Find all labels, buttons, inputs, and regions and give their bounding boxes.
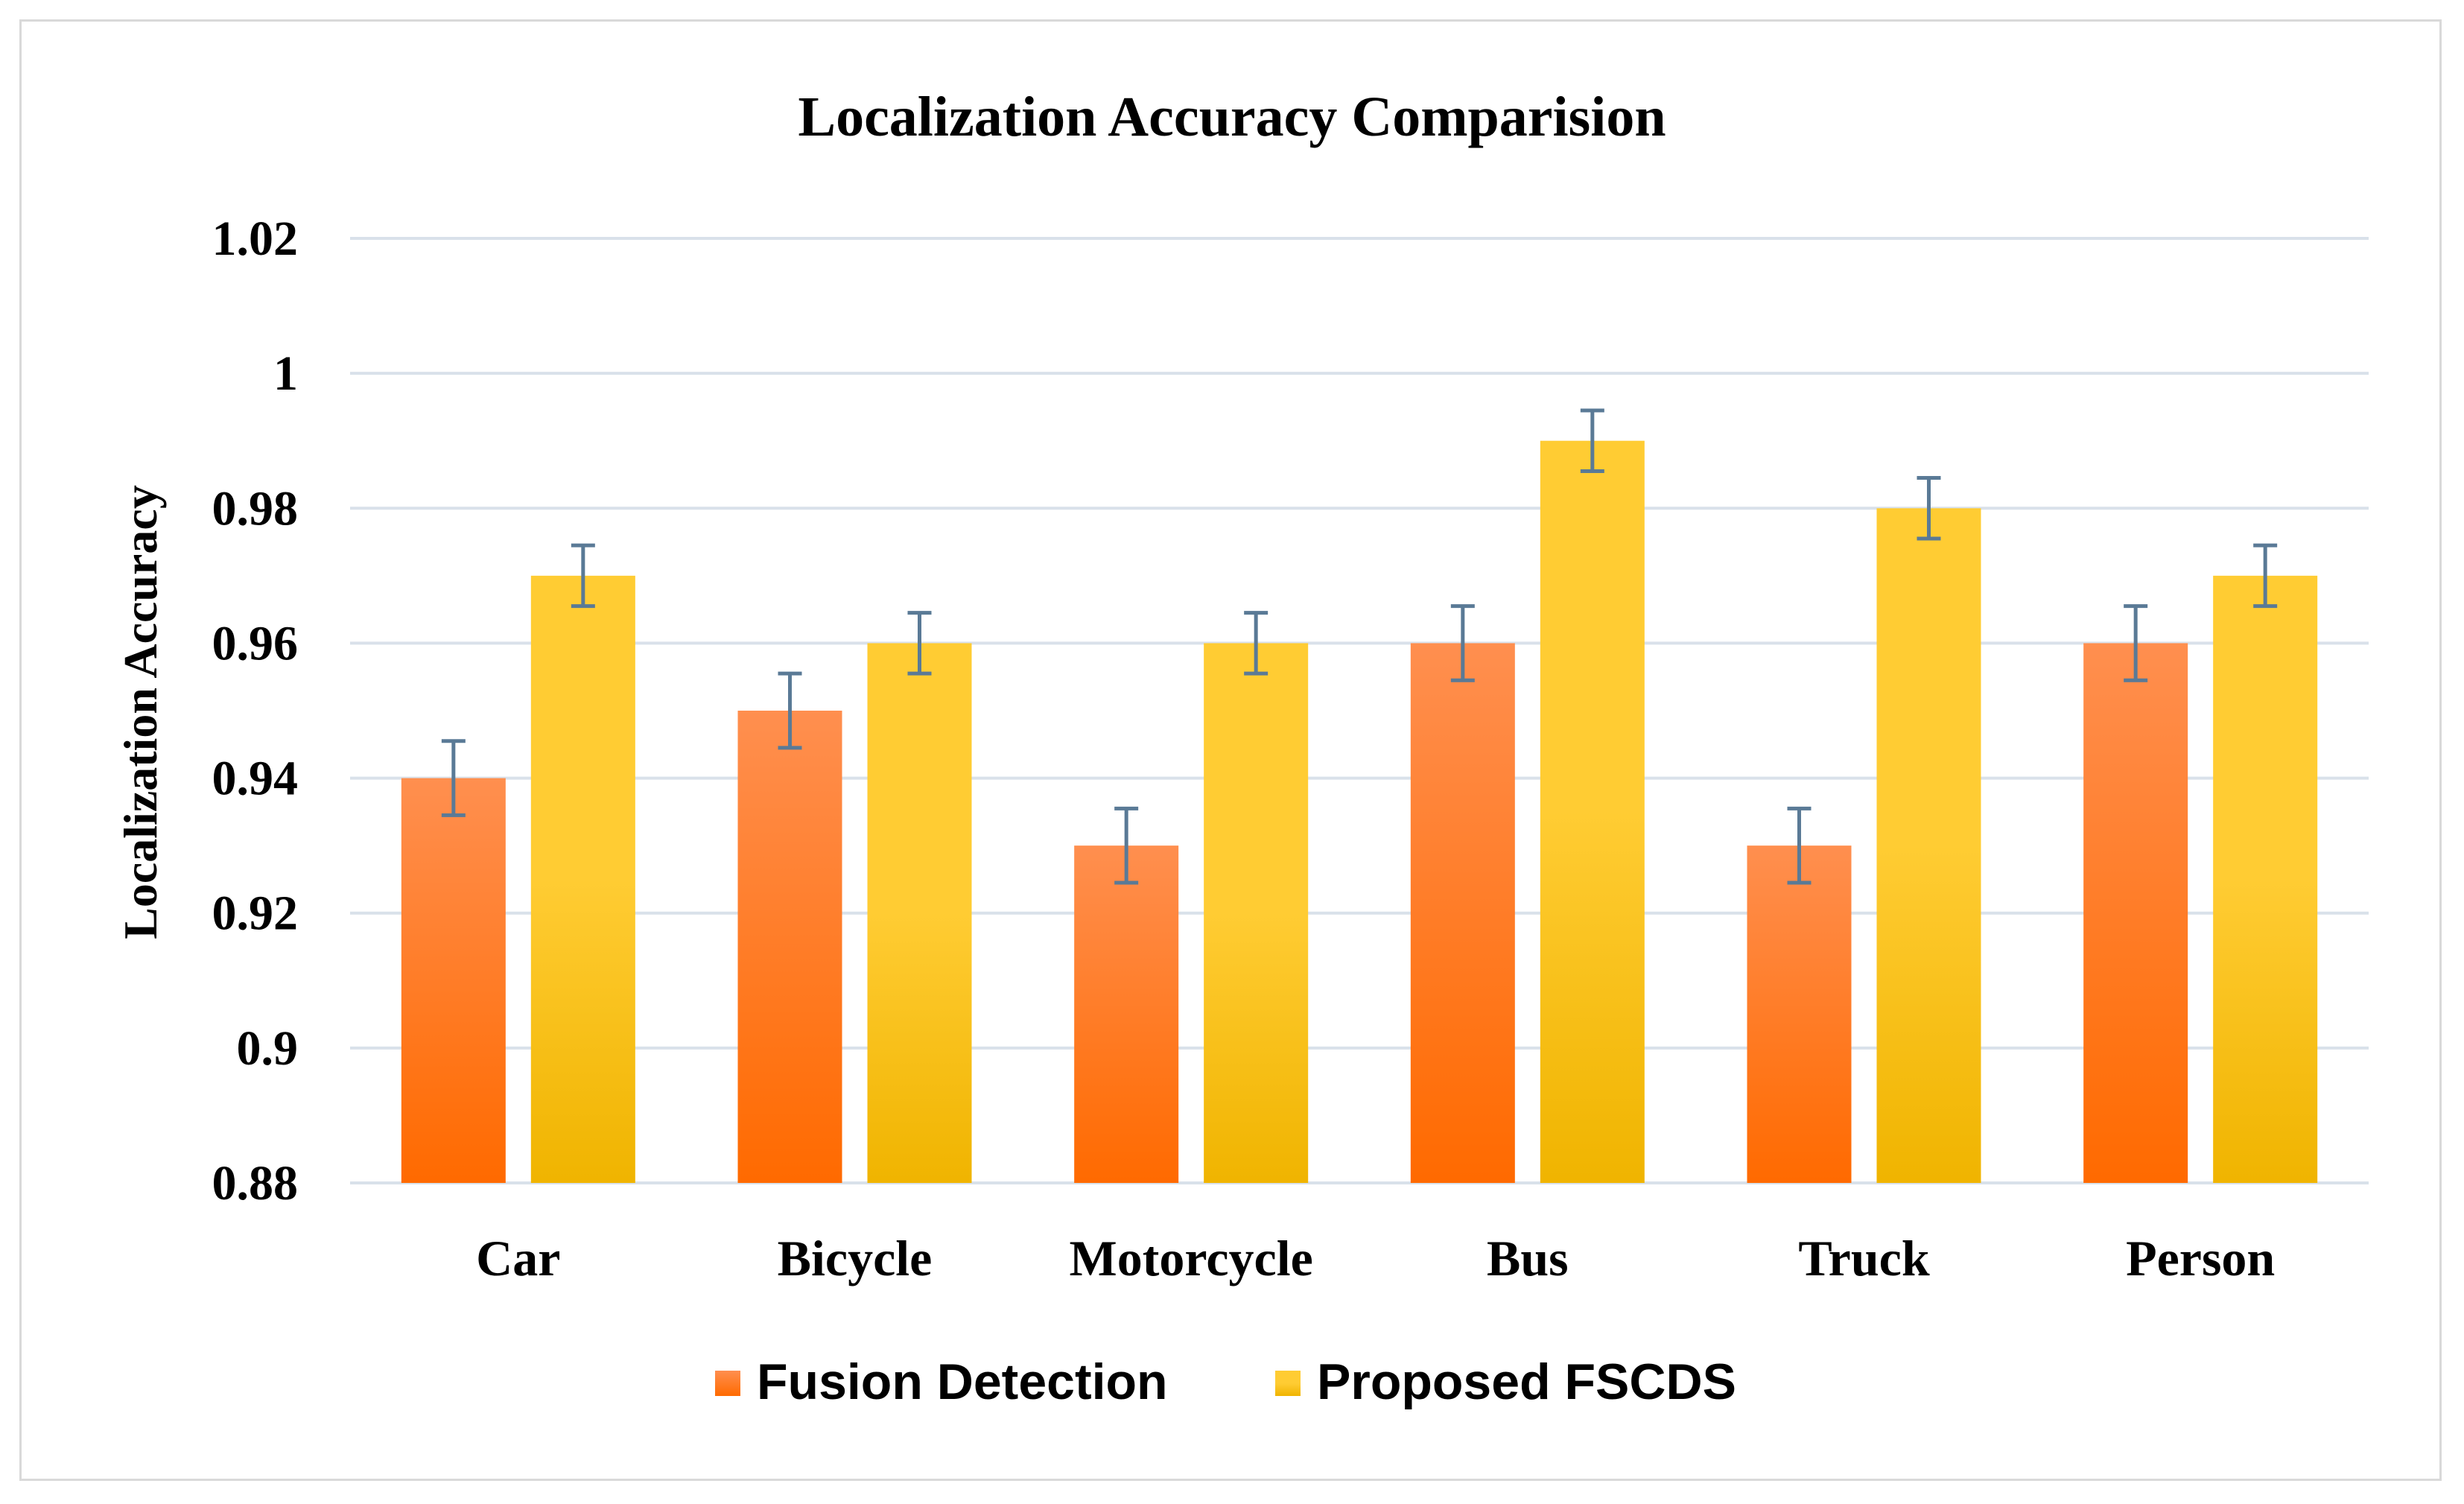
x-tick-label-bicycle: Bicycle (778, 1230, 933, 1286)
y-tick-label: 0.96 (212, 616, 299, 670)
x-tick-label-person: Person (2126, 1230, 2275, 1286)
y-tick-label: 0.88 (212, 1156, 299, 1211)
bar-proposed-fscds-truck (1876, 508, 1981, 1183)
error-bar-fusion-detection-car (441, 739, 466, 817)
y-tick-labels: 0.88 0.9 0.92 0.94 0.96 0.98 1 1.02 (212, 212, 299, 1211)
grid-layer (350, 237, 2369, 1184)
bar-fusion-detection-truck (1747, 845, 1852, 1183)
y-tick-label: 0.92 (212, 886, 299, 941)
bar-proposed-fscds-person (2213, 575, 2318, 1183)
legend-label-fusion-detection: Fusion Detection (757, 1354, 1168, 1410)
error-bar-layer (441, 408, 2278, 885)
y-axis-label: Localization Accuracy (114, 485, 167, 939)
bar-fusion-detection-car (401, 778, 506, 1183)
bar-proposed-fscds-bus (1540, 440, 1645, 1183)
error-bar-fusion-detection-bicycle (778, 671, 802, 750)
x-tick-labels: Car Bicycle Motorcycle Bus Truck Person (476, 1230, 2275, 1286)
error-bar-fusion-detection-person (2124, 604, 2148, 682)
legend-swatch-proposed-fscds (1275, 1371, 1301, 1396)
x-tick-label-car: Car (476, 1230, 560, 1286)
error-bar-fusion-detection-truck (1787, 806, 1812, 885)
bar-fusion-detection-motorcycle (1074, 845, 1179, 1183)
error-bar-fusion-detection-bus (1450, 604, 1475, 682)
bar-fusion-detection-bicycle (737, 711, 842, 1183)
y-tick-label: 1.02 (212, 212, 299, 266)
x-tick-label-bus: Bus (1487, 1230, 1569, 1286)
legend-swatch-fusion-detection (715, 1371, 740, 1396)
error-bar-proposed-fscds-truck (1917, 476, 1941, 541)
error-bar-proposed-fscds-motorcycle (1244, 611, 1268, 676)
bar-fusion-detection-person (2083, 643, 2188, 1183)
error-bar-proposed-fscds-bicycle (907, 611, 932, 676)
bar-proposed-fscds-motorcycle (1204, 643, 1309, 1183)
error-bar-proposed-fscds-bus (1580, 408, 1604, 473)
bar-fusion-detection-bus (1410, 643, 1515, 1183)
legend-label-proposed-fscds: Proposed FSCDS (1317, 1354, 1736, 1410)
bar-proposed-fscds-bicycle (867, 643, 972, 1183)
y-tick-label: 1 (273, 346, 298, 401)
chart-title: Localization Accuracy Comparision (798, 86, 1666, 148)
x-tick-label-motorcycle: Motorcycle (1070, 1230, 1313, 1286)
x-tick-label-truck: Truck (1798, 1230, 1929, 1286)
bar-proposed-fscds-car (530, 575, 635, 1183)
error-bar-proposed-fscds-person (2253, 543, 2278, 609)
legend: Fusion Detection Proposed FSCDS (715, 1354, 1736, 1410)
y-tick-label: 0.9 (237, 1021, 299, 1076)
y-tick-label: 0.98 (212, 481, 299, 536)
y-tick-label: 0.94 (212, 752, 299, 806)
bar-layer (401, 440, 2318, 1183)
error-bar-proposed-fscds-car (571, 543, 595, 609)
error-bar-fusion-detection-motorcycle (1114, 806, 1139, 885)
